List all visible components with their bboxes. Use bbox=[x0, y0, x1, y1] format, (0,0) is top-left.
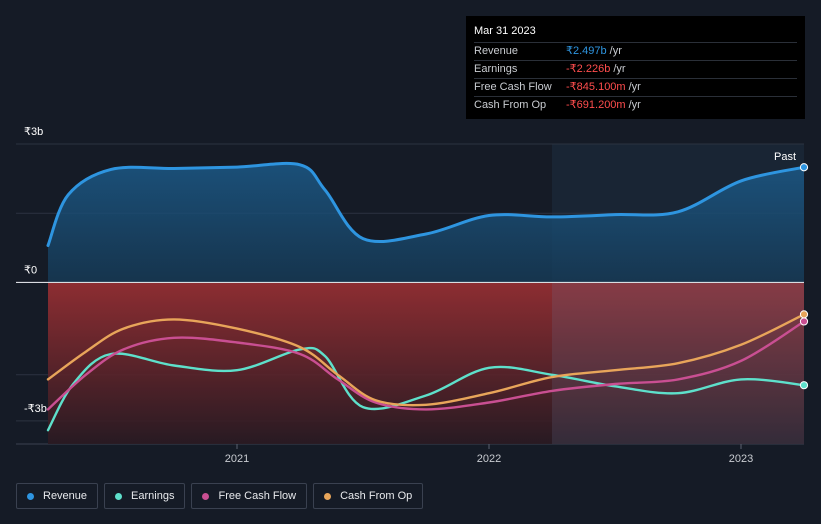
x-tick-label: 2022 bbox=[477, 453, 501, 465]
y-tick-label: ₹0 bbox=[24, 264, 37, 276]
legend-label: Revenue bbox=[43, 490, 88, 502]
legend-dot-icon bbox=[115, 492, 123, 500]
tooltip: Mar 31 2023 Revenue ₹2.497b /yr Earnings… bbox=[466, 16, 805, 119]
legend-label: Cash From Op bbox=[340, 490, 413, 502]
tooltip-row-free-cash-flow: Free Cash Flow -₹845.100m /yr bbox=[474, 78, 797, 96]
x-tick-label: 2021 bbox=[225, 453, 249, 465]
tooltip-label: Revenue bbox=[474, 45, 519, 57]
end-marker-cash-from-op bbox=[799, 310, 809, 319]
legend-item-revenue[interactable]: Revenue bbox=[16, 483, 99, 509]
past-label: Past bbox=[774, 151, 796, 163]
legend-label: Earnings bbox=[131, 490, 175, 502]
end-marker-free-cash-flow bbox=[799, 317, 809, 326]
y-tick-label: ₹3b bbox=[24, 126, 43, 138]
tooltip-unit: /yr bbox=[628, 81, 641, 93]
tooltip-row-earnings: Earnings -₹2.226b /yr bbox=[474, 60, 797, 78]
legend-item-earnings[interactable]: Earnings bbox=[104, 483, 186, 509]
series-line-earnings bbox=[46, 346, 806, 432]
end-marker-revenue bbox=[799, 163, 809, 172]
tooltip-unit: /yr bbox=[613, 63, 626, 75]
revenue-area bbox=[48, 163, 804, 283]
series-line-free-cash-flow bbox=[46, 320, 806, 411]
tooltip-value: -₹2.226b bbox=[566, 63, 611, 75]
legend-dot-icon bbox=[27, 492, 34, 500]
tooltip-unit: /yr bbox=[609, 45, 622, 57]
legend: Revenue Earnings Free Cash Flow Cash Fro… bbox=[16, 483, 424, 509]
legend-item-free-cash-flow[interactable]: Free Cash Flow bbox=[191, 483, 308, 509]
legend-dot-icon bbox=[324, 492, 332, 500]
tooltip-row-cash-from-op: Cash From Op -₹691.200m /yr bbox=[474, 96, 797, 114]
series-line-cash-from-op bbox=[46, 313, 806, 407]
tooltip-unit: /yr bbox=[628, 99, 641, 111]
tooltip-value: -₹691.200m bbox=[566, 99, 626, 111]
tooltip-date: Mar 31 2023 bbox=[474, 25, 536, 37]
tooltip-value: -₹845.100m bbox=[566, 81, 626, 93]
x-tick-label: 2023 bbox=[729, 453, 753, 465]
tooltip-label: Free Cash Flow bbox=[474, 81, 552, 93]
end-marker-earnings bbox=[799, 381, 809, 390]
tooltip-value: ₹2.497b bbox=[566, 45, 607, 57]
tooltip-row-revenue: Revenue ₹2.497b /yr bbox=[474, 42, 797, 60]
tooltip-label: Cash From Op bbox=[474, 99, 547, 111]
series-line-revenue bbox=[46, 161, 806, 247]
legend-dot-icon bbox=[202, 492, 210, 500]
y-tick-label: -₹3b bbox=[24, 403, 47, 415]
legend-label: Free Cash Flow bbox=[218, 490, 297, 502]
legend-item-cash-from-op[interactable]: Cash From Op bbox=[313, 483, 424, 509]
tooltip-label: Earnings bbox=[474, 63, 518, 75]
